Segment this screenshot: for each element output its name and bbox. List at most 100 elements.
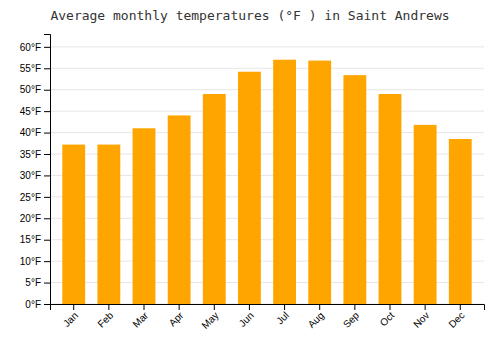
bar: [133, 128, 156, 304]
y-axis: 0°F 5°F 10°F 15°F 20°F 25°F 30°F 35°F 40°F 45°F 50…: [20, 35, 51, 310]
tick-label: Apr: [167, 309, 186, 328]
tick-mark: [354, 304, 355, 310]
tick-label: 50°F: [20, 84, 41, 95]
tick-mark: [460, 304, 461, 310]
bar: [308, 61, 331, 304]
tick-mark: [44, 47, 50, 48]
bar: [273, 60, 296, 304]
tick-label: Oct: [378, 310, 397, 329]
tick-mark: [144, 304, 145, 310]
tick-label: 15°F: [20, 234, 41, 245]
tick-mark: [44, 90, 50, 91]
tick-mark: [73, 304, 74, 310]
bar: [62, 145, 85, 304]
axis-line: [51, 305, 485, 311]
tick: Mar: [130, 304, 150, 330]
plot-area: 0°F 5°F 10°F 15°F 20°F 25°F 30°F 35°F 40°F 45°F 50…: [20, 35, 485, 331]
x-axis: Jan Feb Mar Apr May Jun Jul Aug Sep Oct Nov Dec: [51, 304, 485, 331]
tick: Sep: [341, 304, 362, 330]
tick-mark: [425, 304, 426, 310]
tick-label: Mar: [130, 309, 150, 329]
bar: [379, 94, 402, 304]
tick-label: 45°F: [20, 106, 41, 117]
tick: 10°F: [20, 256, 50, 267]
tick-label: Aug: [306, 310, 326, 330]
tick-label: Jan: [61, 310, 80, 329]
tick: 40°F: [20, 127, 50, 138]
tick-mark: [44, 154, 50, 155]
tick: Jul: [274, 304, 291, 326]
tick: 60°F: [20, 42, 50, 53]
tick-mark: [319, 304, 320, 310]
tick-mark: [44, 283, 50, 284]
tick-mark: [44, 111, 50, 112]
tick-label: May: [200, 310, 221, 331]
tick-label: 30°F: [20, 170, 41, 181]
chart: 0°F 5°F 10°F 15°F 20°F 25°F 30°F 35°F 40°F 45°F 50…: [0, 0, 500, 350]
tick: 35°F: [20, 149, 50, 160]
tick-label: 10°F: [20, 256, 41, 267]
tick-label: 35°F: [20, 149, 41, 160]
bar: [238, 72, 261, 304]
bar: [168, 115, 191, 304]
tick-label: 20°F: [20, 213, 41, 224]
tick-label: Jun: [237, 310, 256, 329]
tick: Jan: [61, 304, 80, 329]
tick-mark: [108, 304, 109, 310]
tick-label: 55°F: [20, 63, 41, 74]
tick-mark: [389, 304, 390, 310]
tick-mark: [44, 261, 50, 262]
tick-mark: [44, 218, 50, 219]
tick-mark: [44, 175, 50, 176]
tick: May: [200, 304, 221, 331]
tick-label: 40°F: [20, 127, 41, 138]
grid: [50, 47, 484, 304]
grid-line: [50, 111, 484, 112]
tick-mark: [214, 304, 215, 310]
grid-line: [50, 68, 484, 69]
tick: Nov: [411, 304, 431, 330]
tick: 5°F: [25, 277, 50, 288]
tick: 50°F: [20, 84, 50, 95]
tick-label: Sep: [341, 309, 362, 330]
tick-label: Nov: [411, 310, 431, 330]
tick-label: 0°F: [25, 299, 41, 310]
bar: [449, 139, 472, 304]
bar: [414, 125, 437, 304]
tick-mark: [44, 304, 50, 305]
tick-label: Jul: [274, 310, 291, 327]
bar: [97, 145, 120, 304]
bars: [62, 60, 471, 304]
tick-mark: [44, 68, 50, 69]
tick: Oct: [378, 304, 397, 328]
tick-mark: [44, 240, 50, 241]
tick: Aug: [306, 304, 326, 330]
tick: Dec: [446, 304, 466, 330]
tick-mark: [249, 304, 250, 310]
tick-mark: [44, 133, 50, 134]
tick: 45°F: [20, 106, 50, 117]
tick: Feb: [95, 304, 115, 330]
tick-label: Dec: [446, 310, 466, 330]
tick-label: Feb: [95, 309, 115, 329]
tick: 55°F: [20, 63, 50, 74]
tick-mark: [179, 304, 180, 310]
grid-line: [50, 89, 484, 90]
tick-label: 25°F: [20, 192, 41, 203]
tick-mark: [284, 304, 285, 310]
tick: 20°F: [20, 213, 50, 224]
tick-label: 60°F: [20, 42, 41, 53]
tick: Jun: [237, 304, 256, 329]
bar: [203, 94, 226, 304]
title: Average monthly temperatures (°F ) in Sa…: [50, 8, 449, 23]
tick: 30°F: [20, 170, 50, 181]
tick: 15°F: [20, 234, 50, 245]
tick: 25°F: [20, 192, 50, 203]
axis-line: [44, 35, 51, 305]
bar: [343, 75, 366, 304]
grid-line: [50, 46, 484, 47]
tick-label: 5°F: [25, 277, 41, 288]
tick: 0°F: [25, 299, 50, 310]
tick-mark: [44, 197, 50, 198]
tick: Apr: [167, 304, 186, 328]
